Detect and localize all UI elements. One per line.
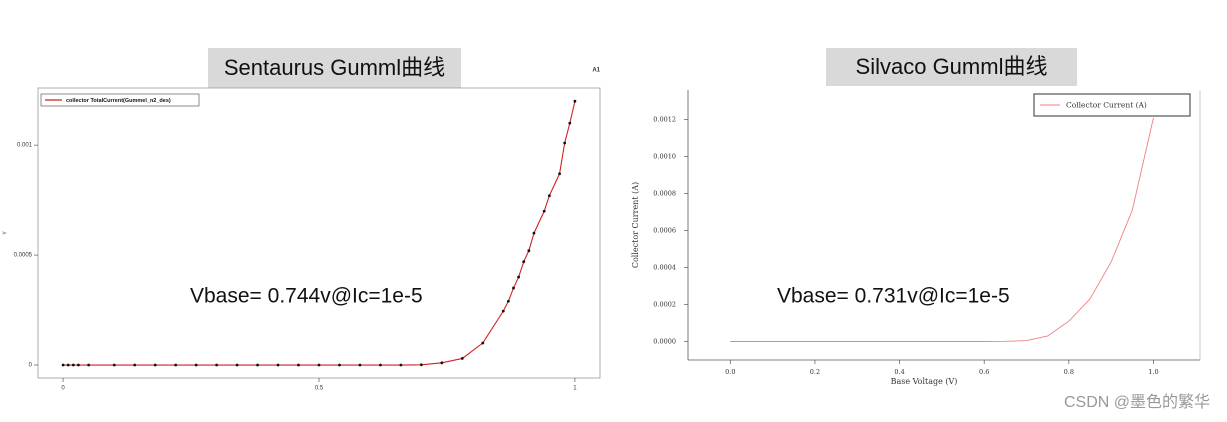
data-point: [517, 275, 521, 279]
corner-label: A1: [592, 68, 600, 74]
data-point: [77, 363, 80, 367]
data-point: [87, 363, 91, 367]
data-point: [399, 363, 403, 367]
data-point: [276, 363, 280, 367]
data-point: [522, 260, 526, 264]
x-tick-label: 0.0: [725, 368, 735, 376]
chart-title: Silvaco Gumml曲线: [856, 54, 1048, 79]
plot-frame: [37, 87, 601, 379]
data-point: [379, 363, 382, 367]
data-point: [297, 363, 300, 367]
y-tick-label: 0.0006: [653, 227, 676, 235]
data-point: [563, 141, 567, 145]
y-tick-label: 0.0012: [653, 116, 676, 124]
series-line: [63, 101, 576, 366]
x-tick-label: 1.0: [1148, 368, 1158, 376]
annotation: Vbase= 0.744v@Ic=1e-5: [190, 285, 423, 308]
data-point: [542, 209, 546, 213]
data-point: [358, 363, 362, 367]
data-point: [440, 361, 444, 365]
data-point: [547, 194, 551, 198]
x-tick-label: 0.8: [1064, 368, 1074, 376]
legend-box: [40, 93, 200, 107]
data-point: [235, 363, 239, 367]
x-tick-label: 1: [573, 386, 577, 392]
data-point: [527, 249, 531, 253]
data-point: [460, 357, 464, 360]
data-point: [215, 363, 219, 367]
series-line: [730, 117, 1154, 342]
data-point: [481, 341, 485, 345]
x-tick-label: 0: [61, 386, 65, 392]
y-tick-label: 0.0010: [653, 153, 676, 161]
data-point: [153, 363, 157, 367]
data-point: [338, 363, 341, 367]
legend-box: [1033, 93, 1191, 117]
chart-title: Sentaurus Gumml曲线: [224, 55, 445, 80]
y-tick-label: 0.001: [17, 143, 33, 149]
y-tick-label: 0.0008: [653, 190, 676, 198]
y-axis-label: Collector Current (A): [631, 182, 640, 268]
data-point: [112, 363, 116, 367]
data-point: [317, 363, 321, 367]
y-tick-label: 0.0005: [14, 253, 33, 259]
y-axis-label: Y: [2, 231, 8, 235]
x-tick-label: 0.5: [315, 386, 324, 392]
x-tick-label: 0.2: [810, 368, 820, 376]
title-box: [208, 48, 461, 88]
y-tick-label: 0.0002: [653, 301, 676, 309]
data-point: [512, 286, 515, 290]
y-tick-label: 0: [29, 363, 33, 369]
data-point: [532, 231, 536, 235]
annotation: Vbase= 0.731v@Ic=1e-5: [777, 285, 1010, 308]
data-point: [71, 363, 75, 367]
data-point: [419, 363, 423, 367]
x-axis-label: Base Voltage (V): [891, 377, 958, 386]
legend-label: Collector Current (A): [1066, 101, 1147, 110]
data-point: [573, 99, 577, 103]
data-point: [66, 363, 70, 367]
y-tick-label: 0.0004: [653, 264, 676, 272]
y-tick-label: 0.0000: [653, 338, 676, 346]
x-tick-label: 0.6: [979, 368, 989, 376]
data-point: [568, 121, 572, 125]
data-point: [501, 309, 505, 313]
data-point: [133, 363, 137, 367]
x-tick-label: 0.4: [894, 368, 904, 376]
title-box: [826, 48, 1077, 86]
data-point: [61, 363, 65, 367]
data-point: [174, 363, 178, 367]
data-point: [558, 172, 561, 176]
data-point: [506, 299, 510, 303]
data-point: [194, 363, 198, 367]
legend-label: collector TotalCurrent(Gummel_n2_des): [66, 98, 171, 104]
watermark: CSDN @墨色的繁华: [1064, 393, 1210, 411]
data-point: [256, 363, 259, 367]
